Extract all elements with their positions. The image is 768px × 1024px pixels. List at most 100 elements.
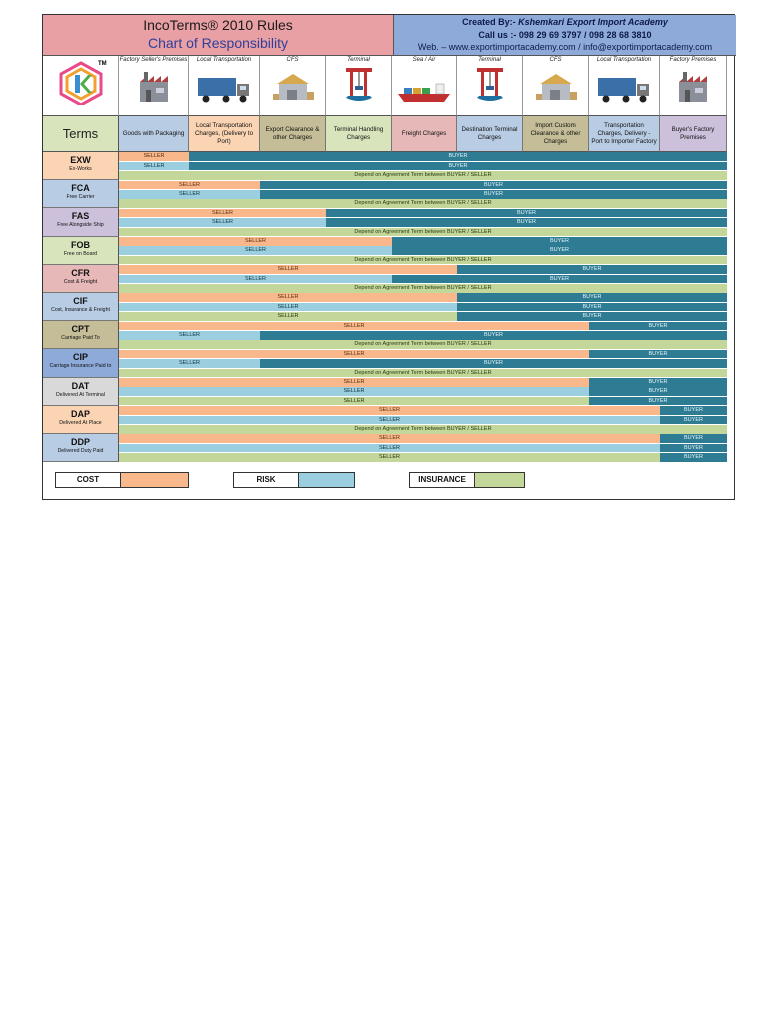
buyer-ins-bar: BUYER [457, 312, 727, 321]
truck-icon [596, 76, 652, 109]
buyer-cost-bar: BUYER [189, 152, 727, 161]
term-code: DAP [70, 408, 90, 419]
legend-cost: COST [55, 472, 189, 488]
legend-risk: RISK [233, 472, 355, 488]
seller-cost-bar: SELLER [119, 321, 589, 331]
stage-image-cell: Factory Premises [660, 56, 727, 116]
seller-cost-bar: SELLER [119, 349, 589, 359]
stage-label: Terminal [478, 57, 501, 63]
term-code: EXW [70, 155, 91, 165]
buyer-cost-bar: BUYER [589, 349, 727, 359]
buyer-cost-bar: BUYER [589, 378, 727, 387]
legend-label: RISK [234, 473, 299, 487]
insurance-bar: Depend on Agreement Term between BUYER /… [119, 199, 727, 208]
logo-tm: TM [98, 61, 107, 67]
cost-header-cell: Local Transportation Charges, (Delivery … [189, 116, 260, 152]
stage-label: Local Transportation [196, 57, 252, 63]
cost-header-cell: Import Custom Clearance & other Charges [523, 116, 589, 152]
legend-label: INSURANCE [410, 473, 475, 487]
truck-icon [196, 76, 252, 109]
insurance-bar: Depend on Agreement Term between BUYER /… [119, 425, 727, 434]
seller-cost-bar: SELLER [119, 237, 392, 246]
cost-header-cell: Export Clearance & other Charges [260, 116, 326, 152]
factory-icon [136, 70, 172, 109]
term-cip: CIP Carriage Insurance Paid to [43, 349, 119, 378]
term-ddp: DDP Delivered Duty Paid [43, 434, 119, 463]
buyer-risk-bar: BUYER [189, 161, 727, 171]
seller-risk-bar: SELLER [119, 359, 260, 368]
term-cif: CIF Cost, Insurance & Freight [43, 293, 119, 322]
buyer-risk-bar: BUYER [457, 302, 727, 312]
seller-risk-bar: SELLER [119, 387, 589, 396]
term-fas: FAS Free Alongside Ship [43, 208, 119, 237]
insurance-bar: Depend on Agreement Term between BUYER /… [119, 284, 727, 293]
seller-ins-bar: SELLER [119, 453, 660, 462]
stage-image-cell: Terminal [326, 56, 392, 116]
stage-image-cell: CFS [523, 56, 589, 116]
logo-cell: TM [43, 56, 119, 116]
seller-cost-bar: SELLER [119, 378, 589, 387]
buyer-cost-bar: BUYER [457, 265, 727, 274]
seller-cost-bar: SELLER [119, 152, 189, 161]
term-cfr: CFR Cost & Freight [43, 264, 119, 293]
cost-header-cell: Transportation Charges, Delivery - Port … [589, 116, 660, 152]
buyer-risk-bar: BUYER [260, 331, 727, 340]
crane-icon [473, 64, 507, 109]
buyer-cost-bar: BUYER [660, 406, 727, 415]
term-code: FCA [71, 183, 90, 194]
buyer-risk-bar: BUYER [589, 387, 727, 396]
buyer-cost-bar: BUYER [326, 208, 727, 218]
term-dat: DAT Delivered At Terminal [43, 377, 119, 406]
buyer-cost-bar: BUYER [392, 237, 727, 246]
term-fob: FOB Free on Board [43, 236, 119, 265]
buyer-risk-bar: BUYER [392, 274, 727, 284]
insurance-bar: Depend on Agreement Term between BUYER /… [119, 171, 727, 180]
warehouse-icon [534, 70, 578, 109]
buyer-cost-bar: BUYER [660, 434, 727, 443]
terms-header: Terms [43, 116, 119, 152]
term-code: CFR [71, 267, 90, 278]
seller-risk-bar: SELLER [119, 218, 326, 227]
term-full-name: Free on Board [63, 250, 98, 257]
legend-swatch [299, 473, 354, 487]
stage-label: Sea / Air [412, 57, 436, 63]
legend-insurance: INSURANCE [409, 472, 525, 488]
stage-image-cell: Sea / Air [392, 56, 457, 116]
cost-header-cell: Buyer's Factory Premises [660, 116, 727, 152]
seller-risk-bar: SELLER [119, 246, 392, 255]
buyer-risk-bar: BUYER [260, 359, 727, 368]
stage-image-cell: Terminal [457, 56, 523, 116]
created-by-line: Created By:- Kshemkari Export Import Aca… [462, 17, 668, 27]
stage-image-cell: Local Transportation [589, 56, 660, 116]
term-full-name: Cost, Insurance & Freight [51, 307, 110, 313]
term-code: FAS [71, 211, 90, 222]
seller-risk-bar: SELLER [119, 331, 260, 340]
seller-cost-bar: SELLER [119, 265, 457, 274]
term-code: DDP [70, 437, 90, 447]
stage-label: Terminal [347, 57, 370, 63]
buyer-risk-bar: BUYER [326, 218, 727, 227]
stage-label: Local Transportation [596, 57, 652, 63]
buyer-risk-bar: BUYER [660, 415, 727, 425]
term-cpt: CPT Carriage Paid To [43, 321, 119, 350]
cost-header-cell: Freight Charges [392, 116, 457, 152]
term-full-name: Ex-Works [69, 166, 92, 172]
term-full-name: Free Carrier [66, 194, 95, 201]
legend-swatch [475, 473, 524, 487]
stage-image-cell: CFS [260, 56, 326, 116]
stage-label: CFS [286, 57, 299, 63]
insurance-bar: Depend on Agreement Term between BUYER /… [119, 368, 727, 378]
insurance-bar: Depend on Agreement Term between BUYER /… [119, 227, 727, 237]
term-code: CPT [71, 324, 90, 335]
seller-cost-bar: SELLER [119, 434, 660, 443]
insurance-bar: Depend on Agreement Term between BUYER /… [119, 340, 727, 349]
academy-logo-icon [59, 61, 102, 105]
legend-label: COST [56, 473, 121, 487]
stage-image-cell: Local Transportation [189, 56, 260, 116]
term-exw: EXW Ex-Works [43, 152, 119, 181]
seller-risk-bar: SELLER [119, 274, 392, 284]
seller-cost-bar: SELLER [119, 406, 660, 415]
buyer-ins-bar: BUYER [660, 453, 727, 462]
term-full-name: Carriage Insurance Paid to [49, 363, 112, 370]
seller-risk-bar: SELLER [119, 302, 457, 312]
